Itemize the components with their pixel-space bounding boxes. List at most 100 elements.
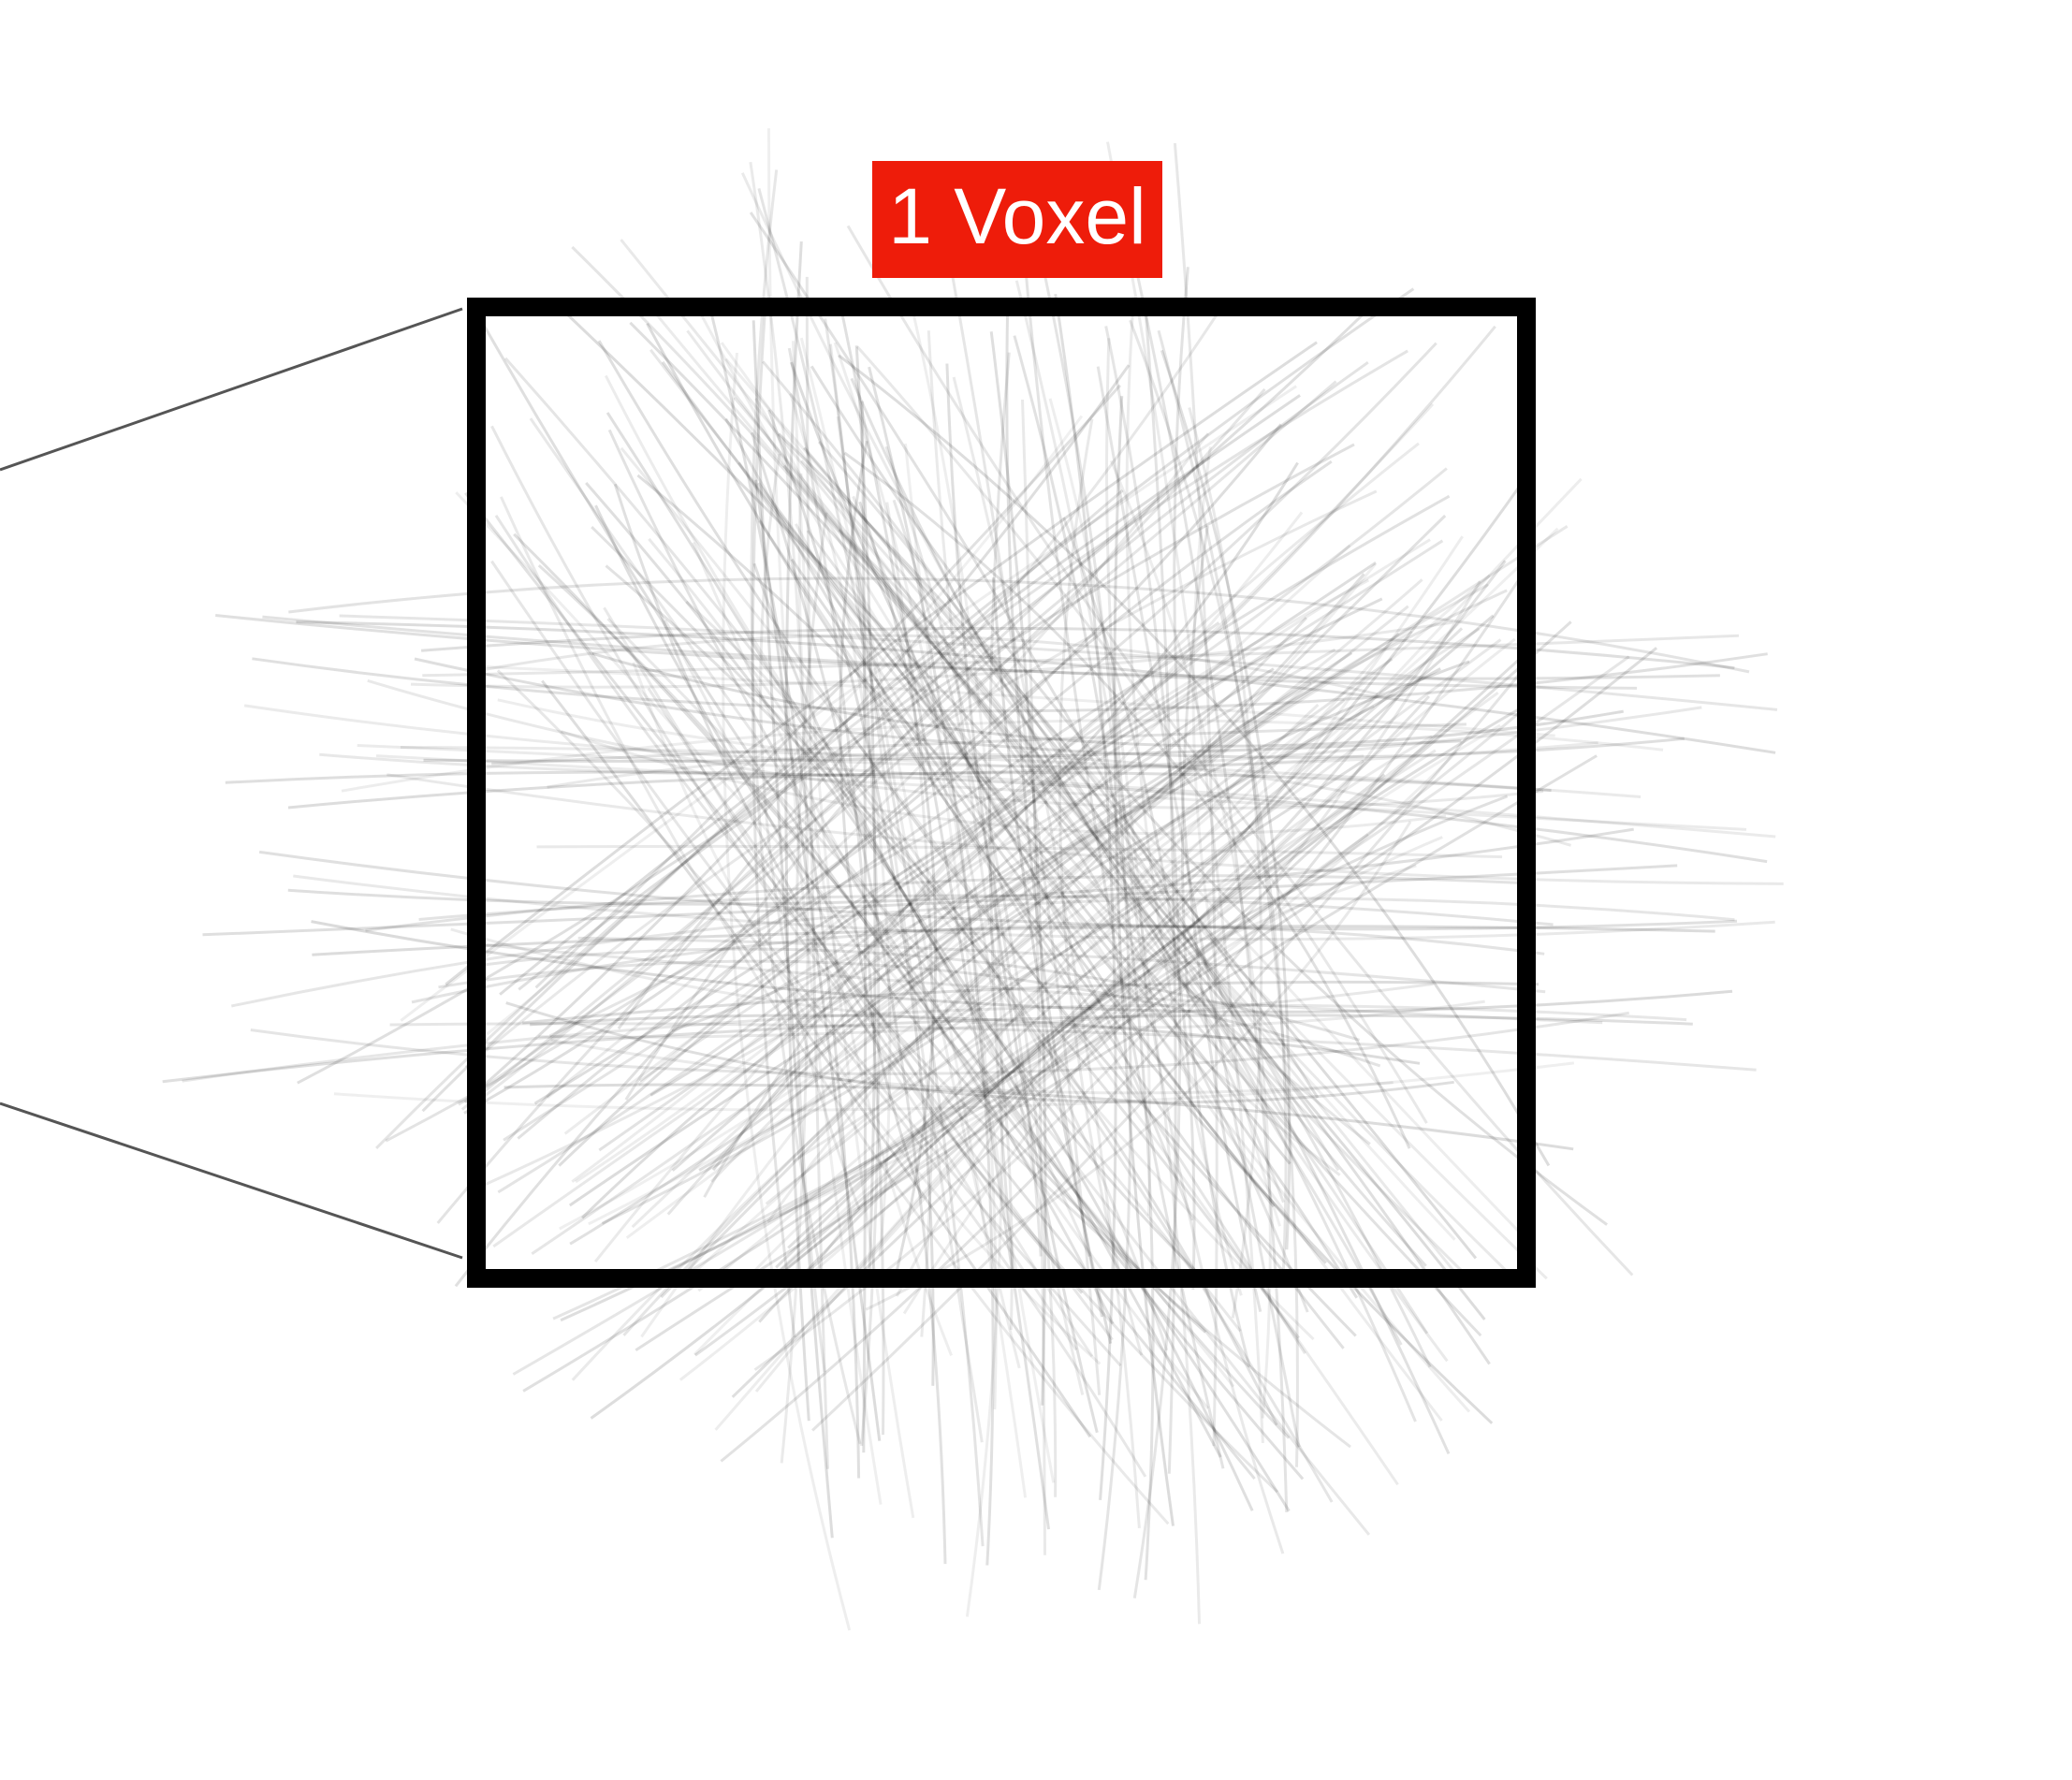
fiber <box>722 352 852 1631</box>
fiber <box>559 562 1377 1231</box>
fiber <box>884 445 1058 1497</box>
fiber <box>850 377 1427 1267</box>
fiber <box>846 225 1634 1277</box>
fiber <box>757 482 1291 1165</box>
fiber <box>636 474 1359 1299</box>
fiber <box>838 529 1285 1204</box>
fiber <box>410 620 1453 689</box>
fiber <box>438 959 1381 1068</box>
fiber <box>902 637 1516 1315</box>
fiber <box>486 415 1084 1036</box>
fiber <box>483 301 1226 1098</box>
fiber <box>799 337 1028 1498</box>
fiber <box>620 446 1399 1486</box>
fiber <box>537 563 1115 1325</box>
fiber <box>904 443 1056 1483</box>
fiber <box>414 657 1685 759</box>
fiber <box>541 679 1092 1438</box>
fiber <box>758 705 1525 1323</box>
fiber <box>775 614 1495 1269</box>
fiber <box>591 526 1300 1339</box>
fiber <box>1104 326 1182 1598</box>
fiber <box>620 239 1467 1288</box>
fiber <box>531 605 1409 1256</box>
fiber <box>686 574 1491 1280</box>
fiber <box>1014 280 1201 1625</box>
fiber <box>606 412 1222 1458</box>
fiber <box>697 632 1400 1292</box>
fiber <box>533 561 1377 1105</box>
fiber <box>936 193 1102 1395</box>
fiber <box>215 614 1720 680</box>
fiber <box>1191 446 1282 1227</box>
fiber <box>460 380 1337 1111</box>
fiber <box>534 384 1122 989</box>
fiber <box>740 172 1449 1363</box>
fiber <box>761 833 1369 1289</box>
fiber <box>797 473 953 1356</box>
fiber <box>858 501 938 1286</box>
fiber <box>648 304 1548 1280</box>
fiber <box>810 365 1608 1226</box>
fiber <box>664 619 1094 1358</box>
fiber <box>790 558 1276 1208</box>
fiber <box>1106 141 1264 1443</box>
fiber <box>635 754 1598 1351</box>
fiber <box>661 360 1482 1337</box>
fiber <box>649 461 1299 1097</box>
fiber <box>517 494 1451 1140</box>
fiber <box>387 773 1784 885</box>
fiber <box>548 467 1448 1038</box>
fiber <box>762 773 1386 1287</box>
fiber <box>594 504 1207 1334</box>
fiber <box>603 606 1078 1351</box>
fiber <box>819 703 1320 1261</box>
fiber <box>1021 399 1046 1555</box>
fiber <box>243 704 1598 768</box>
fiber <box>472 306 1305 1481</box>
fiber <box>792 341 915 1519</box>
fiber <box>375 754 1747 831</box>
fiber <box>952 376 1141 1529</box>
fiber <box>518 443 1355 991</box>
fiber <box>162 1014 1693 1084</box>
fiber <box>629 321 1491 1365</box>
fiber <box>666 589 1508 1216</box>
fiber <box>895 735 1433 1297</box>
fiber <box>1173 142 1218 1447</box>
fiber <box>631 630 1413 1229</box>
fiber <box>787 795 1509 1249</box>
fiber <box>445 341 1318 986</box>
fiber <box>225 770 1768 864</box>
voxel-box <box>467 298 1536 1288</box>
fiber <box>484 665 1555 737</box>
fiber <box>754 479 882 1441</box>
fiber <box>293 874 1775 941</box>
fiber <box>470 947 1361 1042</box>
fiber <box>846 836 1443 1284</box>
fiber <box>561 730 1447 836</box>
fiber <box>1129 319 1288 1286</box>
fiber <box>703 621 1220 1198</box>
fiber <box>1105 338 1285 1554</box>
fiber <box>571 245 1403 1346</box>
fiber <box>637 578 1370 1087</box>
fiber <box>463 423 1282 1115</box>
fiber <box>777 432 1320 1099</box>
fiber <box>491 722 1466 766</box>
fiber <box>319 706 1702 777</box>
fiber <box>367 678 1544 810</box>
fiber <box>720 342 1456 1241</box>
fiber <box>538 982 1434 1039</box>
fiber <box>463 364 1131 1103</box>
fiber <box>698 759 1364 1172</box>
fiber <box>503 357 1334 1503</box>
fiber <box>751 320 834 1539</box>
fiber <box>500 496 1170 1525</box>
fiber <box>617 489 1124 1030</box>
fiber <box>250 1011 1629 1075</box>
fiber <box>503 539 1444 1142</box>
fiber <box>1096 366 1301 1448</box>
fiber <box>287 827 1634 906</box>
